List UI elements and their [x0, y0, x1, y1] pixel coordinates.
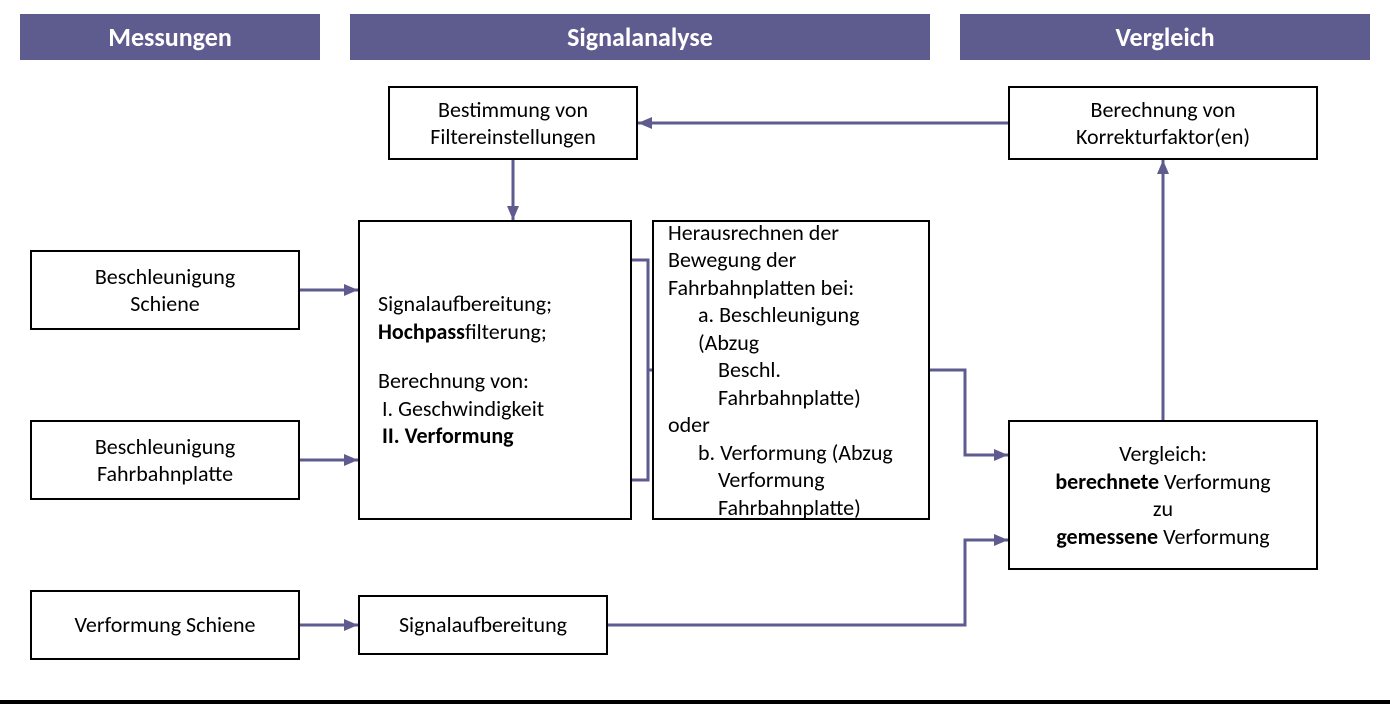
text-line: Beschleunigung	[42, 433, 288, 461]
text-line: Bewegung der	[668, 246, 914, 274]
text-line: Vergleich:	[1020, 440, 1306, 468]
text-line: I. Geschwindigkeit	[378, 395, 612, 423]
text-line: Beschl. Fahrbahnplatte)	[668, 356, 914, 411]
text-line: Signalaufbereitung;	[378, 290, 612, 318]
text-line: Berechnung von	[1020, 96, 1306, 124]
text-line: zu	[1020, 495, 1306, 523]
text-line: Hochpassfilterung;	[378, 318, 612, 346]
node-beschleunigung-fahrbahnplatte: Beschleunigung Fahrbahnplatte	[30, 420, 300, 500]
text-line: Fahrbahnplatten bei:	[668, 274, 914, 302]
text-line: Berechnung von:	[378, 367, 612, 395]
node-signalaufbereitung: Signalaufbereitung; Hochpassfilterung; B…	[358, 220, 632, 520]
header-label: Messungen	[108, 21, 232, 53]
header-label: Vergleich	[1115, 21, 1214, 53]
header-signalanalyse: Signalanalyse	[350, 14, 930, 60]
text-bold: gemessene	[1056, 523, 1158, 550]
text-line: Korrekturfaktor(en)	[1020, 123, 1306, 151]
text-line: Fahrbahnplatte)	[668, 494, 914, 522]
text-line: Schiene	[42, 290, 288, 318]
node-filtereinstellungen: Bestimmung von Filtereinstellungen	[388, 86, 638, 160]
text-line: b. Verformung (Abzug	[668, 439, 914, 467]
text-line: berechnete Verformung	[1020, 468, 1306, 496]
text-line: Fahrbahnplatte	[42, 460, 288, 488]
node-signalaufbereitung-unten: Signalaufbereitung	[358, 595, 608, 655]
header-vergleich: Vergleich	[960, 14, 1370, 60]
text-line: Beschleunigung	[42, 263, 288, 291]
spacer	[378, 345, 612, 367]
text-line: Bestimmung von	[400, 96, 626, 124]
text-line: II. Verformung	[378, 422, 612, 450]
text-span: Verformung	[1158, 523, 1270, 550]
text-line: Signalaufbereitung	[370, 611, 596, 639]
text-line: Verformung Schiene	[42, 611, 288, 639]
text-line: Verformung	[668, 466, 914, 494]
text-line: gemessene Verformung	[1020, 523, 1306, 551]
text-span: Verformung	[1159, 468, 1271, 495]
diagram-canvas: Messungen Signalanalyse Vergleich Bestim…	[0, 0, 1390, 708]
bottom-rule	[0, 700, 1390, 704]
text-bold: Hochpass	[378, 318, 465, 345]
text-line: Filtereinstellungen	[400, 123, 626, 151]
node-vergleich: Vergleich: berechnete Verformung zu geme…	[1008, 420, 1318, 570]
header-label: Signalanalyse	[567, 21, 713, 53]
node-verformung-schiene: Verformung Schiene	[30, 590, 300, 660]
header-messungen: Messungen	[20, 14, 320, 60]
text-line: oder	[668, 411, 914, 439]
node-beschleunigung-schiene: Beschleunigung Schiene	[30, 250, 300, 330]
node-herausrechnen: Herausrechnen der Bewegung der Fahrbahnp…	[652, 220, 930, 520]
node-korrekturfaktor: Berechnung von Korrekturfaktor(en)	[1008, 86, 1318, 160]
text-bold: berechnete	[1055, 468, 1159, 495]
text-line: Herausrechnen der	[668, 219, 914, 247]
text-span: filterung;	[465, 318, 547, 345]
text-line: a. Beschleunigung (Abzug	[668, 301, 914, 356]
